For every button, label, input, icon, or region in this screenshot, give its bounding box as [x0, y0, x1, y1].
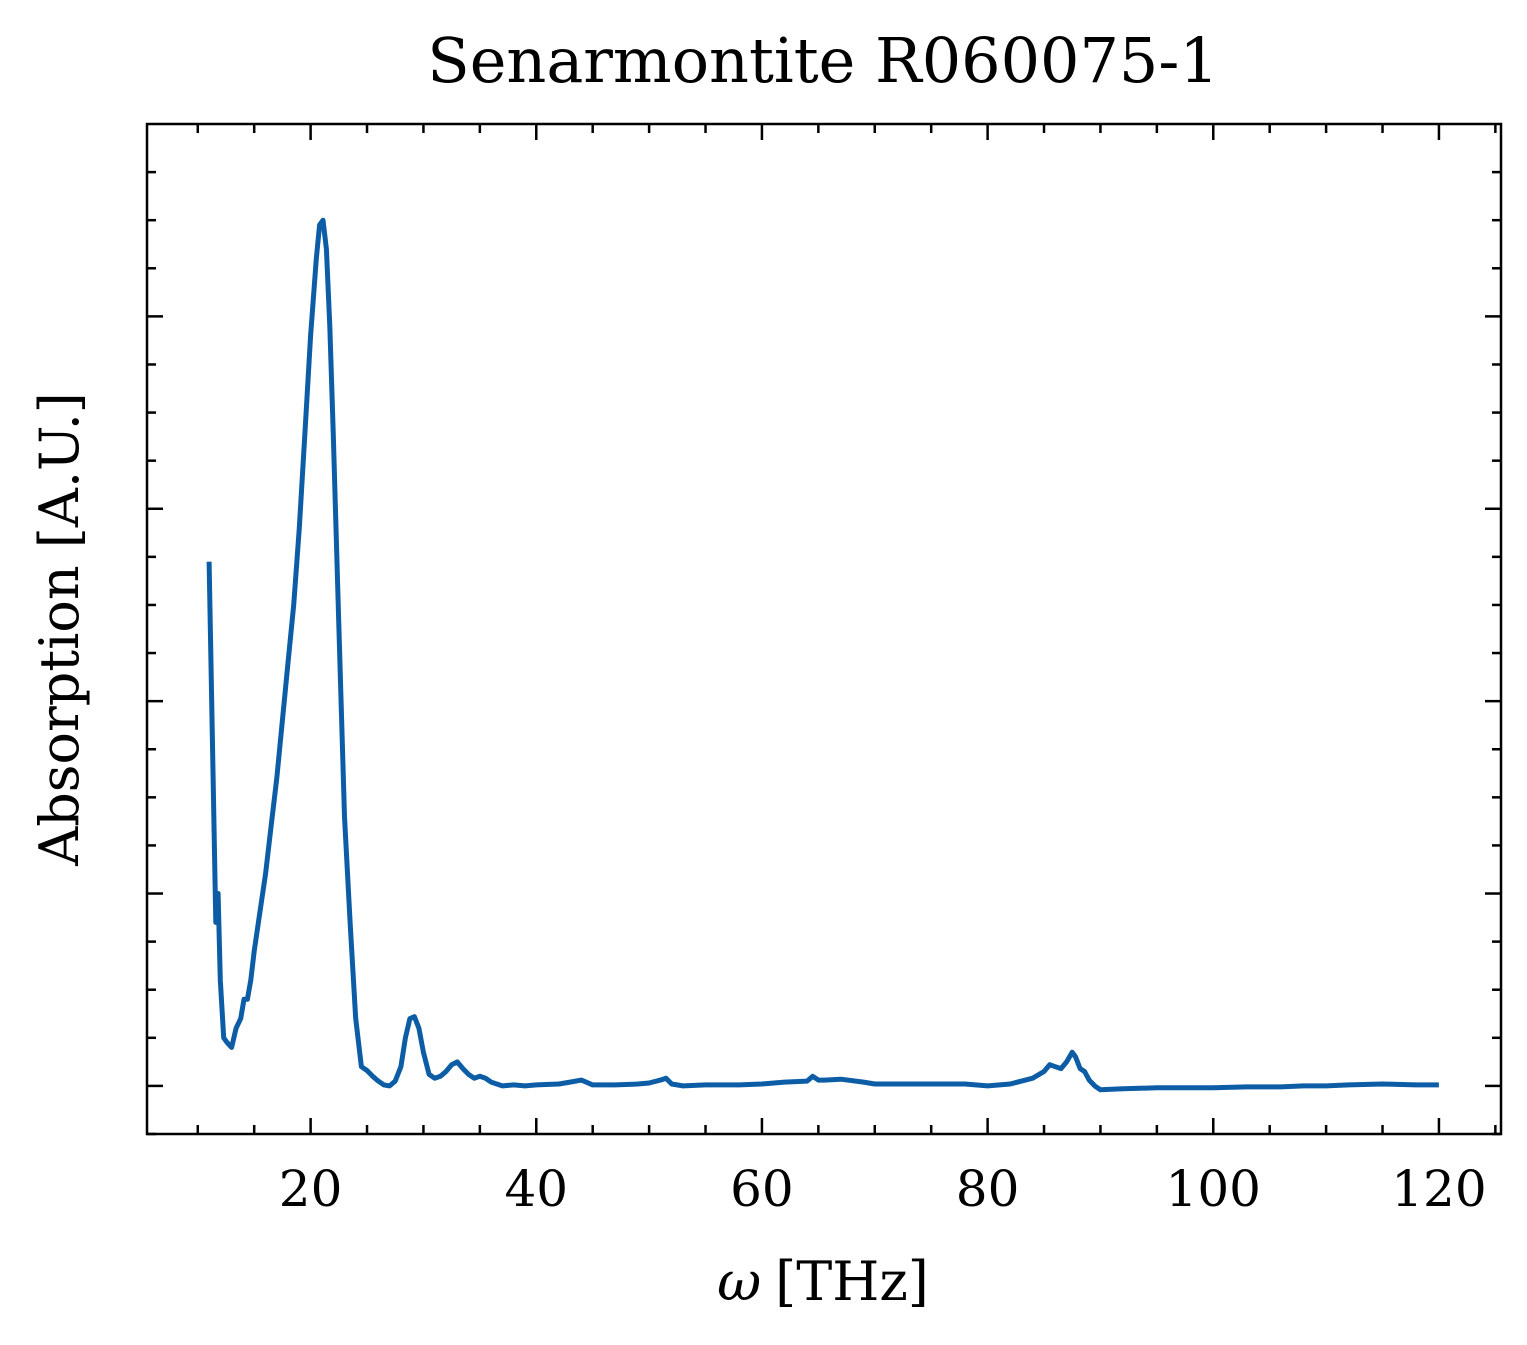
y-axis-label: Absorption [A.U.]	[28, 392, 91, 867]
x-axis-label-symbol: ω	[717, 1250, 761, 1313]
plot-frame	[145, 122, 1503, 1136]
series-line	[206, 217, 1439, 1093]
axis-ticks	[147, 124, 1501, 1136]
x-tick-label: 60	[730, 1160, 794, 1218]
x-tick-label: 20	[279, 1160, 343, 1218]
x-axis-label-unit: [THz]	[775, 1250, 929, 1313]
x-tick-labels: 20 40 60 80 100 120	[279, 1160, 1487, 1218]
series-group	[206, 217, 1439, 1093]
x-tick-label: 80	[956, 1160, 1020, 1218]
x-tick-label: 40	[504, 1160, 568, 1218]
chart-title: Senarmontite R060075-1	[427, 24, 1219, 97]
x-axis-label: ω [THz]	[717, 1250, 929, 1313]
x-tick-label: 100	[1166, 1160, 1261, 1218]
x-tick-label: 120	[1391, 1160, 1486, 1218]
